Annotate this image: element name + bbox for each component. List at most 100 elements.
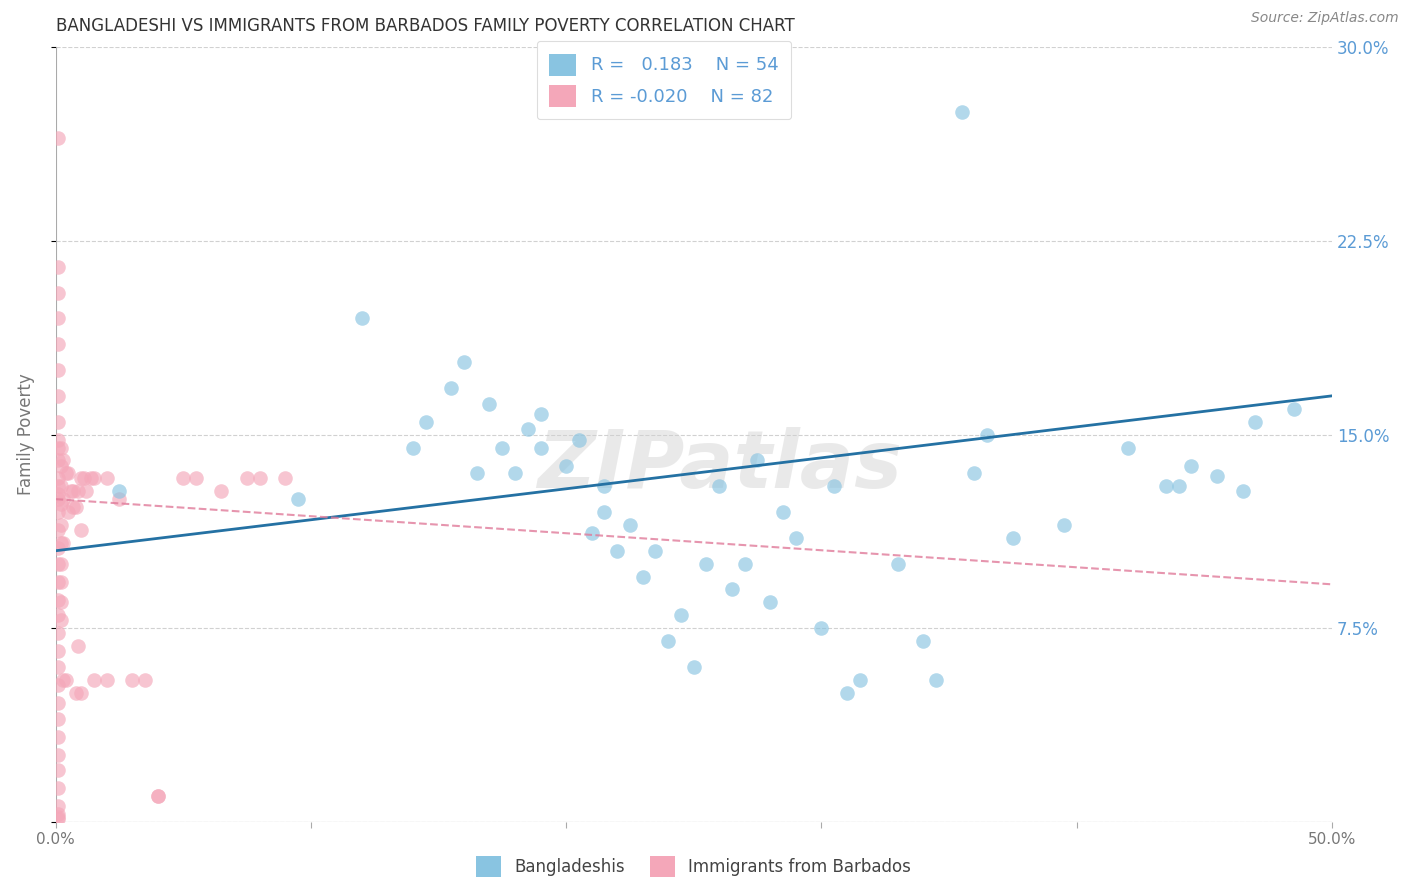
Point bbox=[848, 673, 870, 687]
Point bbox=[631, 569, 654, 583]
Point bbox=[453, 355, 475, 369]
Point bbox=[606, 543, 628, 558]
Point bbox=[67, 484, 90, 499]
Point bbox=[682, 660, 704, 674]
Point bbox=[80, 471, 103, 485]
Point bbox=[1053, 518, 1076, 533]
Point bbox=[83, 471, 105, 485]
Point bbox=[950, 104, 973, 119]
Point bbox=[209, 484, 232, 499]
Point bbox=[1282, 401, 1305, 416]
Point bbox=[46, 644, 69, 658]
Point bbox=[46, 479, 69, 493]
Point bbox=[70, 471, 93, 485]
Point bbox=[772, 505, 794, 519]
Point bbox=[67, 640, 90, 654]
Point bbox=[963, 467, 986, 481]
Point bbox=[49, 536, 72, 550]
Point bbox=[46, 441, 69, 455]
Point bbox=[52, 673, 75, 687]
Point bbox=[46, 807, 69, 822]
Point bbox=[747, 453, 769, 467]
Point bbox=[134, 673, 156, 687]
Point bbox=[1167, 479, 1189, 493]
Point bbox=[59, 484, 82, 499]
Point bbox=[1244, 415, 1267, 429]
Point bbox=[287, 492, 309, 507]
Point bbox=[1232, 484, 1254, 499]
Point bbox=[593, 479, 616, 493]
Point bbox=[49, 574, 72, 589]
Point bbox=[46, 523, 69, 537]
Point bbox=[657, 634, 679, 648]
Point bbox=[823, 479, 845, 493]
Point bbox=[465, 467, 488, 481]
Point bbox=[46, 730, 69, 744]
Point bbox=[52, 536, 75, 550]
Point bbox=[46, 285, 69, 300]
Point bbox=[49, 557, 72, 571]
Point bbox=[46, 471, 69, 485]
Point bbox=[83, 673, 105, 687]
Point bbox=[46, 453, 69, 467]
Point bbox=[46, 389, 69, 403]
Point bbox=[1154, 479, 1177, 493]
Point bbox=[58, 467, 80, 481]
Point bbox=[96, 673, 118, 687]
Point bbox=[46, 541, 69, 556]
Point bbox=[835, 686, 858, 700]
Text: ZIPatlas: ZIPatlas bbox=[537, 426, 901, 505]
Point bbox=[976, 427, 998, 442]
Point bbox=[55, 673, 77, 687]
Point bbox=[46, 592, 69, 607]
Point bbox=[108, 484, 131, 499]
Point bbox=[46, 337, 69, 351]
Point bbox=[721, 582, 744, 597]
Point bbox=[46, 608, 69, 623]
Point bbox=[108, 492, 131, 507]
Point bbox=[503, 467, 526, 481]
Point bbox=[46, 799, 69, 814]
Point bbox=[65, 686, 87, 700]
Point bbox=[49, 518, 72, 533]
Point bbox=[46, 574, 69, 589]
Point bbox=[1206, 469, 1229, 483]
Point bbox=[478, 396, 501, 410]
Point bbox=[46, 130, 69, 145]
Point bbox=[49, 441, 72, 455]
Point bbox=[415, 415, 437, 429]
Point bbox=[568, 433, 591, 447]
Point bbox=[402, 441, 425, 455]
Point bbox=[46, 433, 69, 447]
Point bbox=[46, 696, 69, 710]
Point bbox=[96, 471, 118, 485]
Point bbox=[1180, 458, 1202, 473]
Point bbox=[121, 673, 143, 687]
Point bbox=[49, 458, 72, 473]
Point bbox=[529, 407, 551, 421]
Point bbox=[46, 812, 69, 826]
Point bbox=[46, 763, 69, 777]
Point bbox=[887, 557, 910, 571]
Point bbox=[184, 471, 207, 485]
Point bbox=[62, 500, 84, 514]
Point bbox=[709, 479, 731, 493]
Text: Source: ZipAtlas.com: Source: ZipAtlas.com bbox=[1251, 11, 1399, 25]
Point bbox=[529, 441, 551, 455]
Point bbox=[72, 471, 94, 485]
Point bbox=[46, 487, 69, 501]
Point bbox=[46, 492, 69, 507]
Point bbox=[46, 557, 69, 571]
Point bbox=[925, 673, 948, 687]
Point bbox=[759, 595, 782, 609]
Point bbox=[644, 543, 666, 558]
Point bbox=[581, 525, 603, 540]
Point bbox=[46, 415, 69, 429]
Point bbox=[912, 634, 935, 648]
Point bbox=[65, 500, 87, 514]
Point bbox=[695, 557, 717, 571]
Point bbox=[75, 484, 97, 499]
Point bbox=[669, 608, 692, 623]
Point bbox=[70, 523, 93, 537]
Point bbox=[62, 484, 84, 499]
